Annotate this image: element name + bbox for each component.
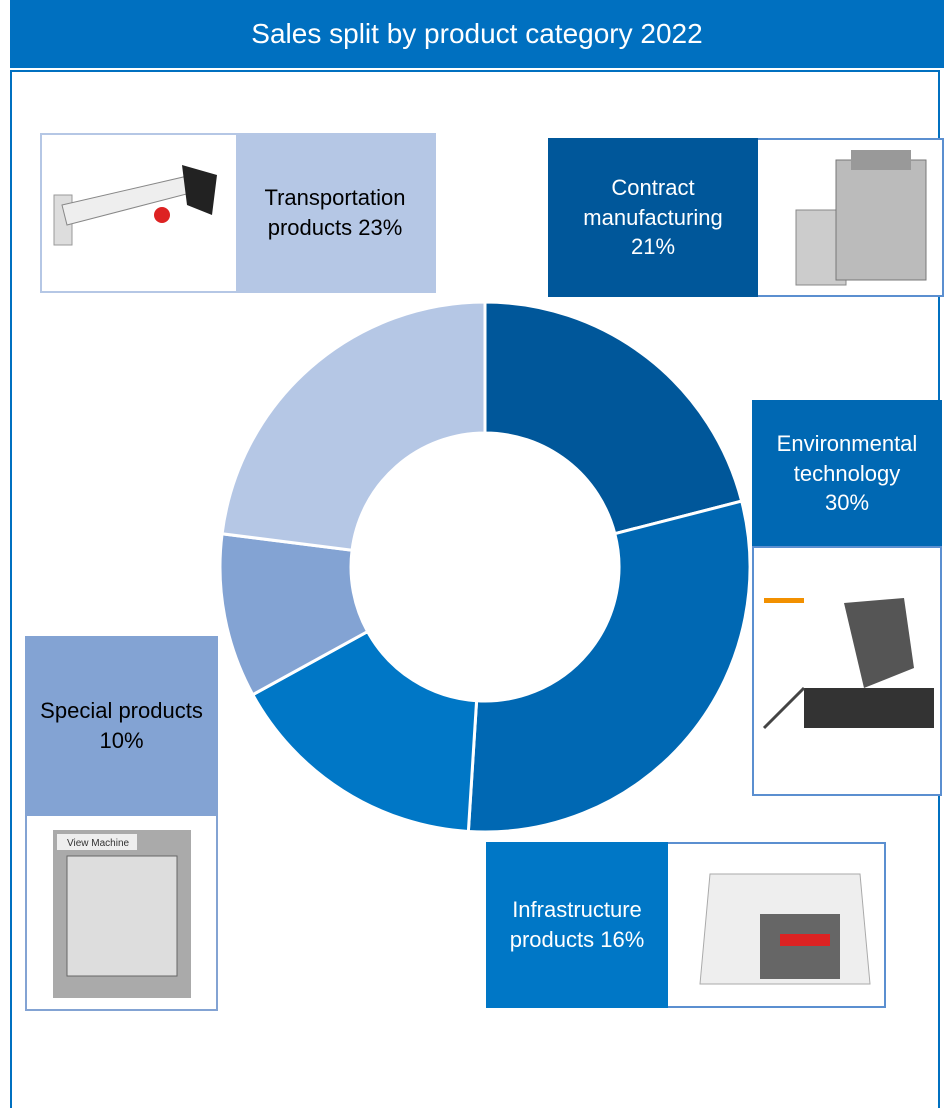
category-label: Environmental technology <box>776 430 918 486</box>
category-label: Transportation products <box>264 185 406 240</box>
image-frame <box>752 546 942 796</box>
image-van-interior <box>699 873 871 985</box>
label-box: Special products 10% <box>25 636 218 815</box>
label-box: Transportation products 23% <box>236 135 434 291</box>
donut-slice <box>250 629 479 834</box>
donut-slice <box>220 300 487 552</box>
image-frame: View Machine <box>25 814 218 1011</box>
image-machine <box>795 150 927 286</box>
image-crane <box>53 165 217 246</box>
value-label: 10% <box>99 727 144 753</box>
category-label: Contract manufacturing <box>583 174 723 230</box>
image-caption: View Machine <box>67 838 130 849</box>
label-box: Contract manufacturing 21% <box>548 138 758 297</box>
value-label: 30% <box>824 490 870 516</box>
value-label: 23% <box>358 215 403 240</box>
category-label: Special products <box>40 697 203 723</box>
donut-slice <box>466 499 752 834</box>
value-label: 16% <box>600 927 645 952</box>
category-label: Infrastructure products <box>509 897 642 952</box>
value-label: 21% <box>630 234 676 260</box>
image-coffee-machine: View Machine <box>53 830 191 998</box>
donut-slice <box>483 300 744 536</box>
image-shredder <box>762 598 934 730</box>
label-box: Infrastructure products 16% <box>486 842 668 1008</box>
chart-title: Sales split by product category 2022 <box>10 0 944 68</box>
label-box: Environmental technology 30% <box>752 400 942 547</box>
